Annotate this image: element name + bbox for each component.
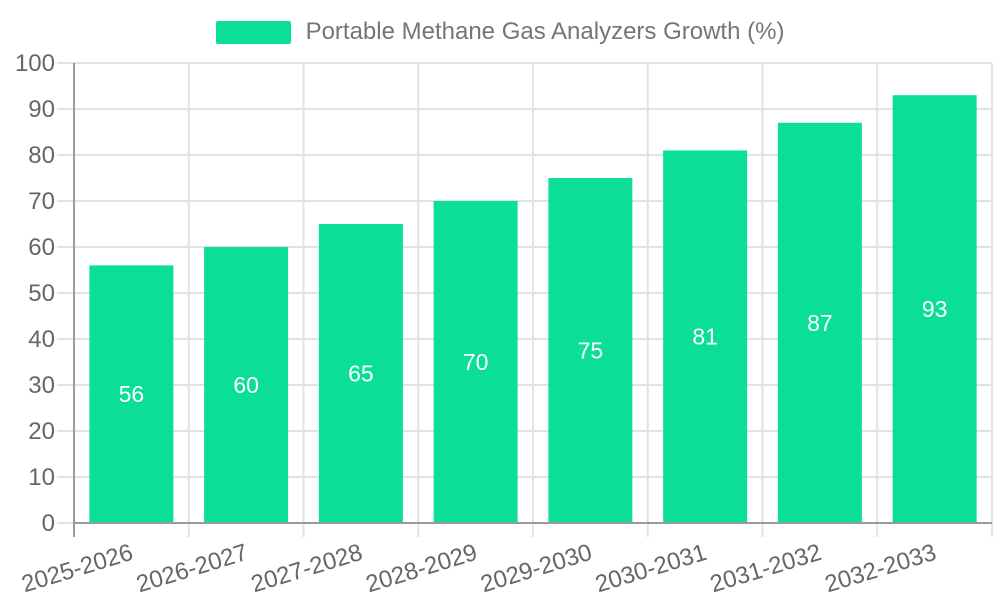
y-tick-label: 60 [28,234,55,261]
y-tick-label: 100 [15,50,55,77]
x-tick-label: 2029-2030 [477,539,595,598]
x-tick-label: 2030-2031 [592,539,710,598]
y-tick-label: 50 [28,280,55,307]
bar-2030-2031[interactable] [663,150,748,523]
bar-value-label: 75 [578,338,604,364]
x-tick-label: 2032-2033 [822,539,940,598]
bar-2028-2029[interactable] [433,201,518,523]
legend-item[interactable]: Portable Methane Gas Analyzers Growth (%… [215,18,785,45]
chart-legend: Portable Methane Gas Analyzers Growth (%… [0,19,1000,45]
bar-2031-2032[interactable] [777,122,862,524]
legend-swatch [215,20,291,44]
x-tick-label: 2027-2028 [248,539,366,598]
bar-value-label: 65 [348,361,374,387]
y-tick-label: 80 [28,142,55,169]
bar-value-label: 87 [807,310,833,336]
y-tick-label: 20 [28,418,55,445]
bar-2032-2033[interactable] [892,95,977,523]
bar-value-label: 56 [119,381,145,407]
x-tick-label: 2025-2026 [18,539,136,598]
legend-label: Portable Methane Gas Analyzers Growth (%… [305,18,785,45]
y-tick-label: 30 [28,372,55,399]
bar-value-label: 60 [233,372,259,398]
bar-value-label: 81 [692,324,718,350]
y-tick-label: 10 [28,464,55,491]
bar-value-label: 93 [922,296,948,322]
y-tick-label: 40 [28,326,55,353]
y-tick-label: 90 [28,96,55,123]
bar-2026-2027[interactable] [204,247,289,523]
y-tick-label: 0 [42,510,55,537]
y-tick-label: 70 [28,188,55,215]
x-tick-label: 2031-2032 [707,539,825,598]
bar-2025-2026[interactable] [89,265,174,523]
bar-value-label: 70 [463,349,489,375]
x-tick-label: 2028-2029 [363,539,481,598]
bar-2029-2030[interactable] [548,178,633,523]
x-tick-label: 2026-2027 [133,539,251,598]
bar-2027-2028[interactable] [318,224,403,523]
